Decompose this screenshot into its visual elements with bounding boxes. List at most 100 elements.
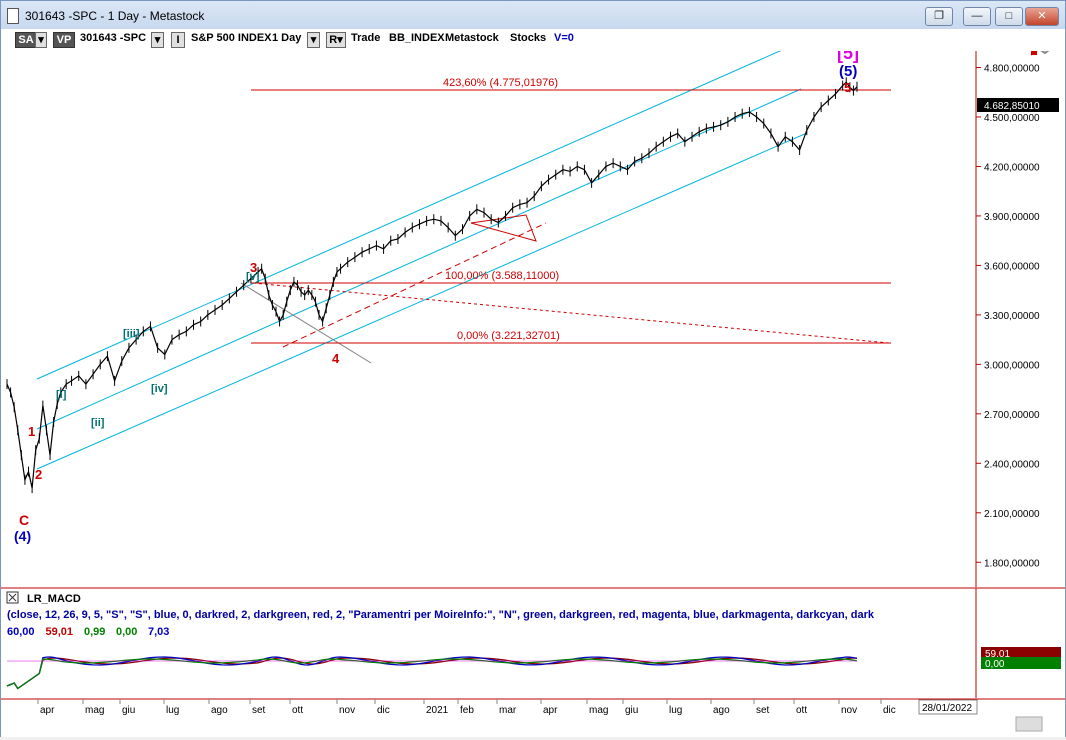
price-series-line [6,81,858,489]
wave-label-3: 3 [250,260,257,275]
wave-label-4: 4 [332,351,340,366]
symbol-label: 301643 -SPC [80,32,147,44]
fibonacci-lines: 423,60% (4.775,01976) 100,00% (3.588,110… [251,77,891,348]
macd-value: 7,03 [148,626,169,638]
x-tick-label: set [252,705,266,716]
wave-label-5: 5 [844,80,851,95]
macd-value: 59,01 [46,626,74,638]
wave-labels: C (4) 1 2 3 4 5 (5) [5] [i] [ii] [iii] [… [14,43,859,544]
macd-value: 0,99 [84,626,105,638]
fib-100-label: 100,00% (3.588,11000) [445,270,559,282]
x-tick-label: mag [589,705,608,716]
x-tick-label: nov [841,705,857,716]
maximize-button[interactable]: □ [995,7,1023,26]
macd-right-box [981,657,1061,669]
x-tick-label: ago [713,705,730,716]
price-bars [6,77,858,494]
macd-lines [6,656,858,690]
window-title: 301643 -SPC - 1 Day - Metastock [25,9,205,23]
y-tick-label: 3.600,00000 [984,261,1040,272]
sub-wave-v: [v] [246,271,260,283]
x-tick-label: 2021 [426,705,449,716]
x-tick-label: dic [883,705,896,716]
fib-423-label: 423,60% (4.775,01976) [443,77,558,89]
wave-dashed-line [282,222,547,348]
triangle-pattern [470,214,537,242]
x-tick-label: nov [339,705,355,716]
x-tick-label: feb [460,705,474,716]
y-tick-label: 3.300,00000 [984,311,1040,322]
sa-dropdown-icon[interactable]: ▾ [35,32,47,48]
wave-label-5-blue: (5) [839,63,857,80]
r-button[interactable]: R▾ [326,32,346,48]
macd-values-row: 60,00 59,01 0,99 0,00 7,03 [7,626,169,638]
chart-toolbar: SA ▾ VP 301643 -SPC ▾ I S&P 500 INDEX 1 … [1,29,1065,51]
x-tick-label: ott [796,705,807,716]
wave-label-2: 2 [35,467,42,482]
x-tick-label: giu [625,705,638,716]
x-tick-label: set [756,705,770,716]
macd-title: LR_MACD [27,593,81,605]
minimize-button[interactable]: — [963,7,991,26]
fib-0-label: 0,00% (3.221,32701) [457,330,560,342]
macd-line [6,657,858,690]
period-label: 1 Day [272,32,302,44]
y-tick-label: 2.400,00000 [984,459,1040,470]
x-tick-label: lug [669,705,682,716]
sa-button[interactable]: SA [15,32,37,48]
app-icon [7,8,19,24]
title-bar[interactable]: 301643 -SPC - 1 Day - Metastock ❐ — □ ✕ [1,1,1065,29]
upper-channel-line [36,38,808,380]
close-button[interactable]: ✕ [1025,7,1059,26]
x-tick-label: dic [377,705,390,716]
v-label: V=0 [554,32,574,44]
symbol-dropdown-icon[interactable]: ▾ [151,32,164,48]
sub-wave-iv: [iv] [151,383,168,395]
mode-label: Trade [351,32,381,44]
r-label: R [329,34,338,46]
restore-icon[interactable]: ❐ [925,7,953,26]
macd-right-box [981,647,1061,659]
fib-dashed-line [252,282,890,344]
lower-channel-line [36,132,808,470]
trend-channels [36,38,808,470]
macd-right-labels: 59,010,00 [981,647,1061,670]
macd-right-label: 59,01 [985,649,1010,660]
last-price-box [977,98,1059,112]
sub-wave-i: [i] [56,389,67,401]
vp-button[interactable]: VP [53,32,75,48]
source-label: Metastock [445,32,499,44]
wave-label-4-blue: (4) [14,528,31,544]
wave-label-5-box: [5] [837,51,859,63]
i-button[interactable]: I [171,32,185,48]
y-tick-label: 2.700,00000 [984,410,1040,421]
scrollbar-thumb[interactable] [1015,716,1043,732]
y-tick-label: 1.800,00000 [984,558,1040,569]
middle-channel-line [36,88,802,430]
chart-area[interactable]: 423,60% (4.775,01976) 100,00% (3.588,110… [1,38,1065,737]
sub-wave-iii: [iii] [123,328,140,340]
wave4-trend-line [240,282,372,364]
chart-tools-icon[interactable] [1030,46,1054,56]
x-tick-label: mar [499,705,517,716]
instrument-name: S&P 500 INDEX [191,32,272,44]
last-price-label: 4.682,85010 [984,101,1040,112]
period-dropdown-icon[interactable]: ▾ [307,32,320,48]
date-box-label: 28/01/2022 [922,703,972,714]
y-tick-label: 4.500,00000 [984,113,1040,124]
time-axis-ticks: apr mag giu lug ago set ott nov dic 2021 feb mar apr… [37,699,896,716]
y-tick-label: 3.900,00000 [984,212,1040,223]
price-axis-ticks: 1.800,00000 2.100,00000 2.400,00000 2.700,0… [976,63,1040,569]
y-tick-label: 3.000,00000 [984,360,1040,371]
x-tick-label: lug [166,705,179,716]
wave-label-1: 1 [28,424,35,439]
price-chart-svg[interactable]: 423,60% (4.775,01976) 100,00% (3.588,110… [1,38,1065,737]
x-tick-label: ott [292,705,303,716]
x-tick-label: giu [122,705,135,716]
macd-params: (close, 12, 26, 9, 5, "S", "S", blue, 0,… [7,609,875,621]
macd-value: 60,00 [7,626,35,638]
y-tick-label: 2.100,00000 [984,509,1040,520]
y-tick-label: 4.800,00000 [984,63,1040,74]
macd-right-label: 0,00 [985,659,1005,670]
